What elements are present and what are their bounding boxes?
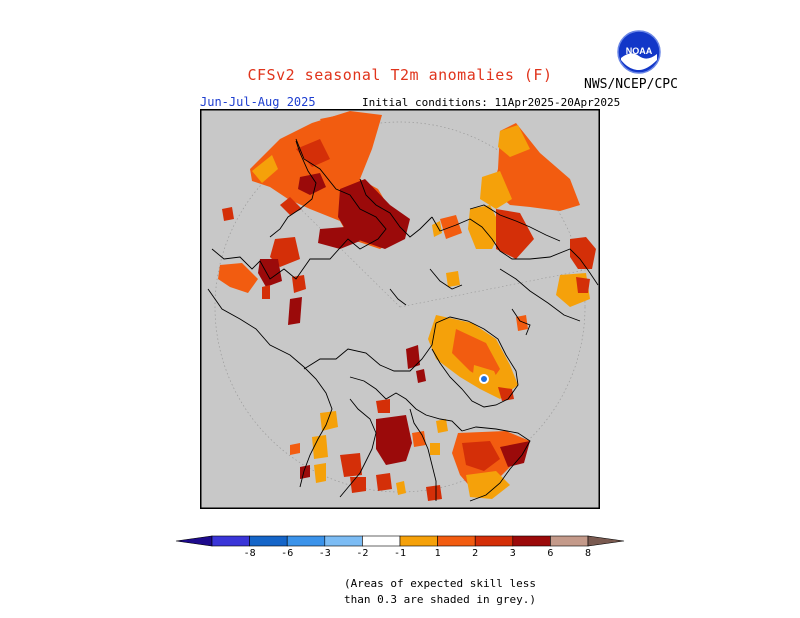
- legend-swatch: [324, 535, 363, 547]
- legend-tick-label: 6: [547, 548, 553, 559]
- legend-swatch: [474, 535, 514, 547]
- map-title: CFSv2 seasonal T2m anomalies (F): [247, 66, 553, 84]
- legend-tick-label: -2: [356, 548, 368, 559]
- meridian-line: [399, 268, 591, 308]
- legend-tick-label: 2: [472, 548, 478, 559]
- legend-swatch: [362, 535, 401, 547]
- north-america-anomalies: [290, 399, 530, 501]
- legend-max-arrow: [587, 535, 625, 547]
- blue-dot: [481, 376, 487, 382]
- legend-swatch: [550, 535, 589, 547]
- legend-tick-label: 8: [585, 548, 591, 559]
- color-legend: -8 -6 -3 -2 -1 1 2 3 6 8: [175, 535, 625, 559]
- europe-anomalies: [218, 111, 442, 325]
- legend-tick-label: -8: [244, 548, 256, 559]
- svg-text:NOAA: NOAA: [626, 46, 653, 56]
- legend-tick-label: -6: [281, 548, 293, 559]
- legend-swatch: [399, 535, 438, 547]
- season-label: Jun-Jul-Aug 2025: [200, 95, 316, 109]
- latitude-circle-outer: [214, 121, 586, 493]
- legend-tick-label: 1: [435, 548, 441, 559]
- polar-map: [200, 109, 600, 509]
- legend-swatch: [249, 535, 288, 547]
- legend-swatch: [286, 535, 326, 547]
- skill-footnote: (Areas of expected skill less than 0.3 a…: [343, 577, 537, 606]
- legend-tick-label: -3: [319, 548, 331, 559]
- meridian-line: [259, 168, 401, 308]
- initial-conditions-label: Initial conditions: 11Apr2025-20Apr2025: [362, 96, 621, 109]
- legend-tick-label: -1: [394, 548, 406, 559]
- coastlines: [207, 138, 599, 502]
- legend-min-arrow: [175, 535, 213, 547]
- legend-swatch: [211, 535, 250, 547]
- organization-label: NWS/NCEP/CPC: [584, 77, 678, 92]
- legend-swatch: [512, 535, 551, 547]
- legend-swatch: [437, 535, 476, 547]
- greenland-anomalies: [406, 315, 518, 401]
- noaa-logo-icon: NOAA: [617, 30, 661, 74]
- legend-tick-label: 3: [510, 548, 516, 559]
- map-frame: [200, 109, 600, 509]
